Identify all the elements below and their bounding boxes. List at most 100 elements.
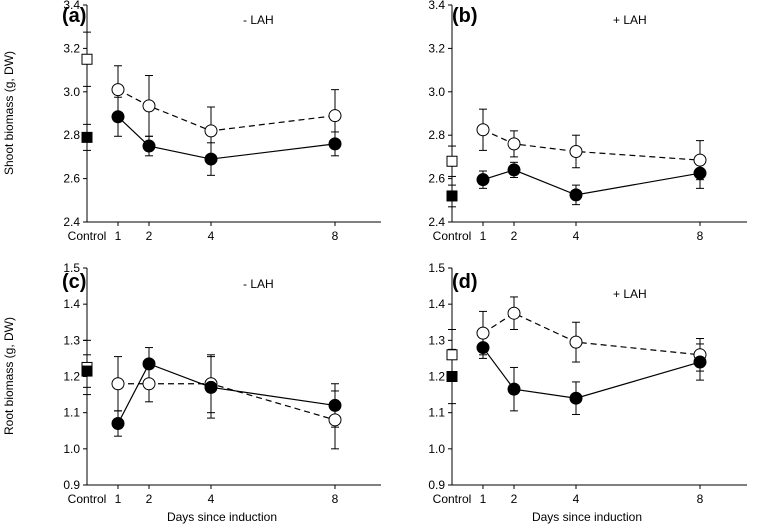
y-tick-label: 2.4 — [428, 215, 445, 229]
x-tick-label: 1 — [480, 229, 487, 243]
filled-circle-point — [693, 355, 707, 369]
filled-circle-point — [328, 137, 342, 151]
y-tick-label: 1.3 — [428, 333, 445, 347]
filled-circle-point — [476, 173, 490, 187]
filled-circle-point — [142, 139, 156, 153]
y-tick-label: 3.2 — [63, 41, 80, 55]
control-open-square — [446, 349, 458, 361]
panel-b: (b) + LAH 2.4 2.6 2.8 3.0 3.2 3.4 Control 1 2 4 8 — [428, 0, 747, 243]
open-circle-point — [569, 144, 583, 158]
x-tick-label: 2 — [146, 492, 153, 506]
open-circle-point — [142, 377, 156, 391]
x-tick-label: 1 — [115, 492, 122, 506]
control-open-square — [81, 53, 93, 65]
panel-annotation: - LAH — [243, 277, 274, 291]
y-tick-label: 1.3 — [63, 333, 80, 347]
filled-series-line — [117, 363, 336, 424]
panel-annotation: - LAH — [243, 13, 274, 27]
y-tick-label: 1.1 — [428, 406, 445, 420]
y-tick-label: 3.0 — [428, 85, 445, 99]
control-filled-square — [446, 371, 458, 382]
panel-label: (a) — [62, 5, 86, 27]
y-axis-label: Root biomass (g, DW) — [2, 317, 16, 435]
y-tick-label: 0.9 — [428, 478, 445, 492]
filled-series-line — [482, 347, 701, 399]
filled-circle-point — [328, 398, 342, 412]
x-tick-label: 2 — [146, 229, 153, 243]
x-axis-label-left: Days since induction — [167, 510, 277, 524]
control-filled-square — [81, 365, 93, 377]
control-filled-square — [81, 131, 93, 143]
y-tick-label: 1.2 — [428, 370, 445, 384]
y-tick-label: 2.8 — [428, 128, 445, 142]
panel-annotation: + LAH — [613, 287, 647, 301]
y-tick-label: 2.6 — [63, 172, 80, 186]
y-tick-label: 1.4 — [428, 297, 445, 311]
y-tick-label: 1.4 — [63, 297, 80, 311]
y-tick-label: 3.4 — [63, 0, 80, 12]
panel-label: (c) — [62, 271, 86, 293]
open-circle-point — [507, 137, 521, 151]
y-tick-label: 3.4 — [428, 0, 445, 12]
x-tick-label: 8 — [332, 492, 339, 506]
x-tick-label: 8 — [332, 229, 339, 243]
open-circle-point — [111, 83, 125, 97]
x-tick-label: 1 — [115, 229, 122, 243]
y-tick-label: 1.5 — [63, 261, 80, 275]
filled-circle-point — [111, 110, 125, 124]
x-tick-label: 4 — [208, 229, 215, 243]
open-circle-point — [328, 413, 342, 427]
y-tick-label: 1.1 — [63, 406, 80, 420]
panel-label: (d) — [452, 271, 478, 293]
filled-circle-point — [111, 417, 125, 431]
control-open-square — [446, 155, 458, 167]
y-axis-label: Shoot biomass (g, DW) — [2, 51, 16, 175]
filled-circle-point — [476, 341, 490, 355]
open-circle-point — [142, 99, 156, 113]
open-series-line — [482, 312, 701, 356]
y-tick-label: 1.0 — [428, 442, 445, 456]
x-tick-label: 8 — [697, 229, 704, 243]
filled-circle-point — [204, 152, 218, 166]
filled-circle-point — [204, 380, 218, 394]
open-series-line — [482, 129, 701, 161]
open-circle-point — [476, 123, 490, 137]
x-tick-label: Control — [68, 492, 107, 506]
control-filled-square — [446, 190, 458, 202]
filled-series-line — [482, 169, 701, 196]
x-tick-label: Control — [433, 229, 472, 243]
open-series-line — [117, 89, 336, 132]
y-tick-label: 3.2 — [428, 41, 445, 55]
open-circle-point — [693, 153, 707, 167]
panel-a: (a) - LAH Shoot biomass (g, DW) 2.4 2.6 2.… — [2, 0, 381, 243]
panel-c: (c) - LAH Root biomass (g, DW) 0.9 1.0 1.1… — [2, 261, 381, 506]
open-circle-point — [111, 377, 125, 391]
panel-annotation: + LAH — [613, 13, 647, 27]
open-circle-point — [507, 306, 521, 320]
x-tick-label: Control — [68, 229, 107, 243]
y-tick-label: 2.6 — [428, 172, 445, 186]
open-circle-point — [328, 109, 342, 123]
x-tick-label: 1 — [480, 492, 487, 506]
filled-series-line — [117, 116, 336, 160]
filled-circle-point — [507, 382, 521, 396]
y-tick-label: 2.4 — [63, 215, 80, 229]
filled-circle-point — [507, 163, 521, 177]
filled-circle-point — [693, 166, 707, 180]
y-tick-label: 3.0 — [63, 85, 80, 99]
x-tick-label: 2 — [511, 229, 518, 243]
y-tick-label: 0.9 — [63, 478, 80, 492]
open-series-line — [118, 383, 336, 421]
y-tick-label: 1.5 — [428, 261, 445, 275]
x-tick-label: 2 — [511, 492, 518, 506]
x-axis-label-right: Days since induction — [532, 510, 642, 524]
x-tick-label: 4 — [573, 229, 580, 243]
panel-label: (b) — [452, 5, 478, 27]
y-tick-label: 2.8 — [63, 128, 80, 142]
open-circle-point — [204, 124, 218, 138]
x-tick-label: Control — [433, 492, 472, 506]
filled-circle-point — [569, 188, 583, 202]
filled-circle-point — [569, 391, 583, 405]
x-tick-label: 4 — [573, 492, 580, 506]
